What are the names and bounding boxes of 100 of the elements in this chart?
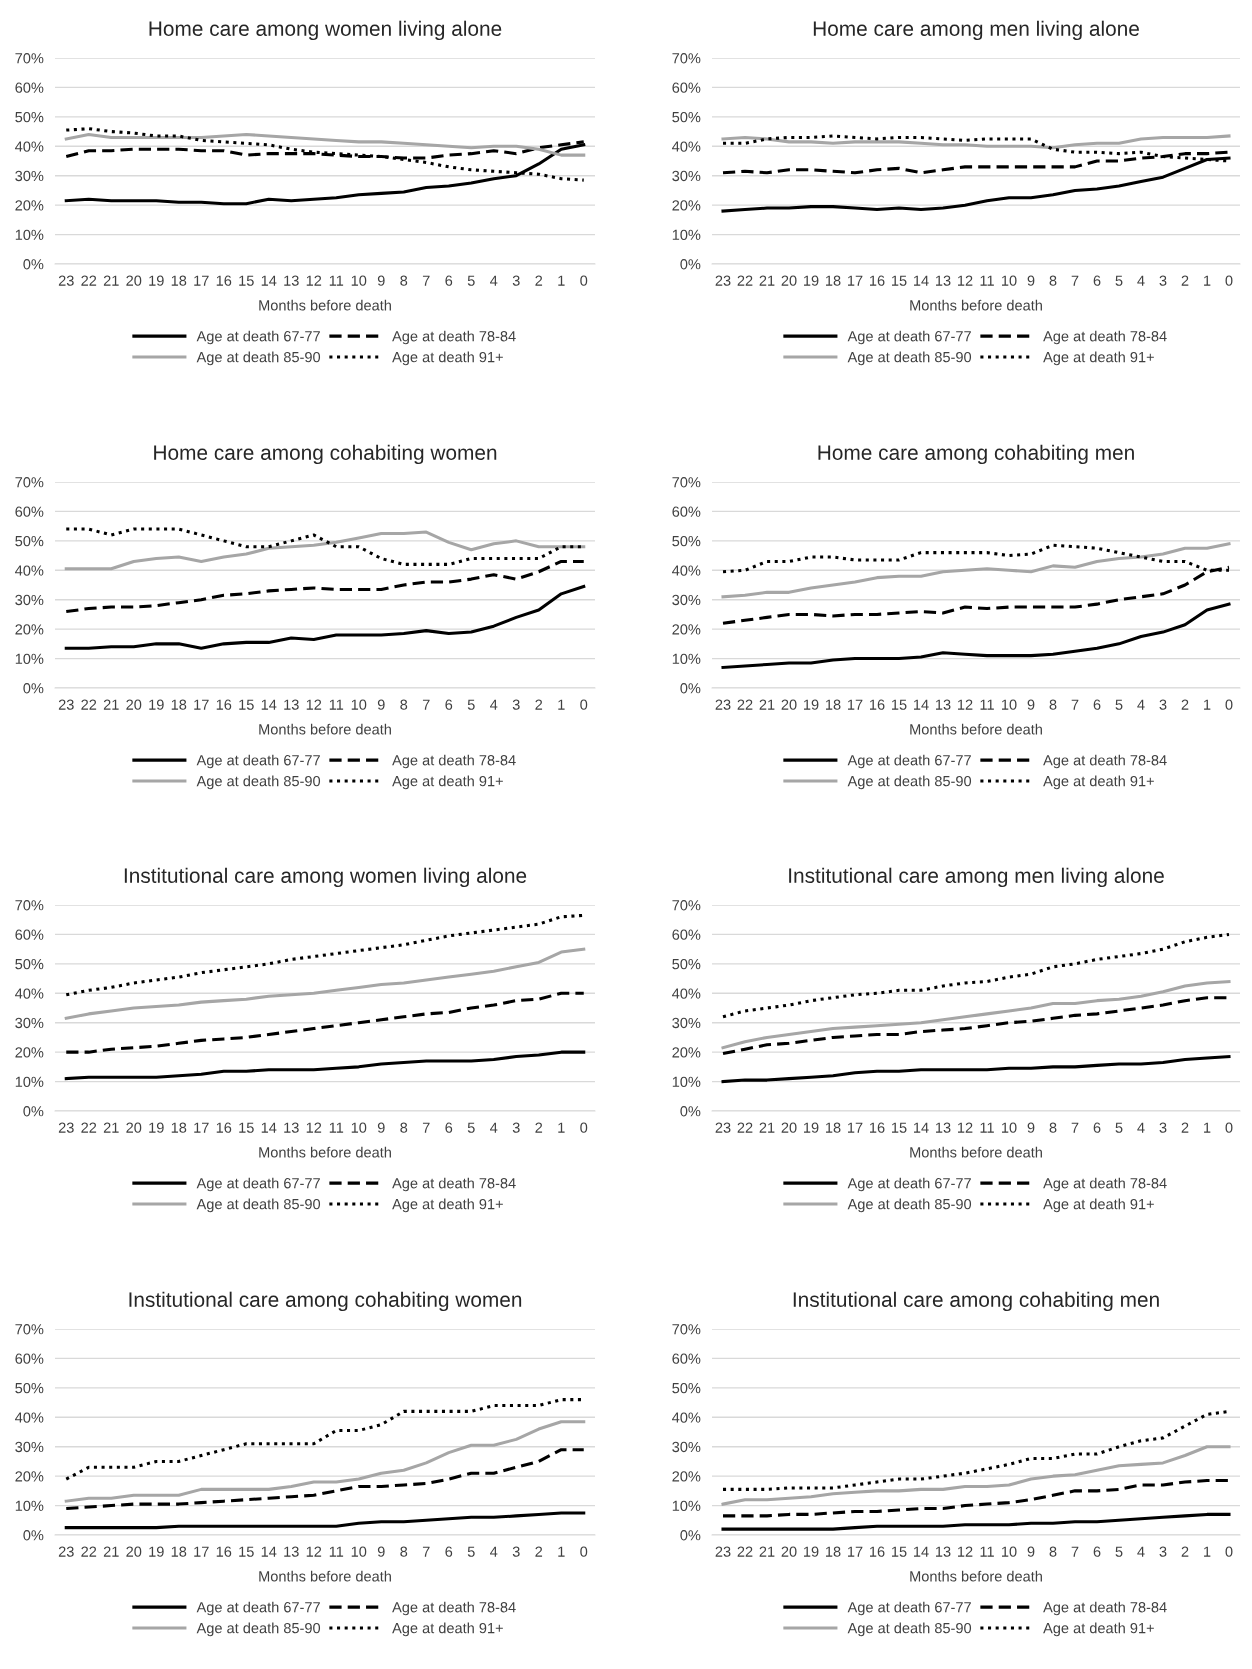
x-tick-label: 11	[329, 1122, 344, 1133]
x-tick-label: 17	[848, 275, 863, 286]
x-tick-label: 11	[980, 1122, 994, 1133]
chart-title: Institutional care among cohabiting women	[129, 1291, 522, 1312]
y-tick-label: 20%	[15, 624, 44, 635]
x-tick-label: 1	[1204, 275, 1211, 286]
y-tick-label: 60%	[15, 929, 44, 940]
x-tick-label: 23	[715, 275, 731, 286]
x-tick-label: 20	[126, 275, 142, 286]
legend-label: Age at death 91+	[392, 351, 503, 366]
x-tick-label: 3	[1159, 1122, 1167, 1133]
line-series	[64, 1511, 586, 1530]
x-tick-label: 18	[826, 275, 841, 286]
x-tick-label: 16	[870, 275, 885, 286]
y-tick-label: 60%	[672, 929, 701, 940]
y-tick-label: 0%	[680, 1530, 701, 1541]
y-tick-label: 10%	[15, 1500, 44, 1511]
x-tick-label: 7	[1071, 1122, 1079, 1133]
x-tick-label: 12	[958, 1122, 973, 1133]
y-tick-label: 0%	[23, 259, 44, 270]
y-tick-label: 30%	[672, 170, 701, 182]
x-tick-label: 2	[535, 1546, 543, 1557]
x-tick-label: 5	[467, 1122, 475, 1133]
x-tick-label: 3	[512, 275, 520, 286]
y-tick-label: 60%	[15, 82, 44, 93]
legend-label: Age at death 91+	[1043, 351, 1154, 366]
x-tick-label: 9	[377, 1546, 385, 1557]
y-tick-label: 10%	[15, 229, 44, 240]
x-tick-label: 6	[445, 699, 453, 710]
y-tick-label: 20%	[672, 1471, 701, 1482]
x-tick-label: 17	[194, 275, 209, 286]
y-tick-label: 20%	[15, 200, 44, 211]
x-tick-label: 2	[535, 1122, 543, 1133]
x-tick-label: 14	[914, 275, 929, 286]
y-tick-label: 40%	[15, 141, 44, 152]
x-tick-label: 0	[580, 699, 588, 710]
x-tick-label: 19	[149, 275, 164, 286]
line-series	[721, 1479, 1231, 1518]
chart-title: Home care among men living alone	[813, 20, 1139, 41]
chart-title: Home care among women living alone	[149, 20, 502, 41]
chart-title: Institutional care among women living alone	[124, 867, 527, 888]
legend-label: Age at death 78-84	[1043, 330, 1167, 345]
y-tick-label: 10%	[672, 653, 701, 664]
x-tick-label: 16	[870, 699, 885, 710]
x-tick-label: 19	[804, 275, 819, 286]
x-tick-label: 19	[804, 1546, 819, 1557]
x-tick-label: 6	[1093, 1122, 1101, 1133]
x-tick-label: 2	[1181, 275, 1189, 286]
x-tick-label: 19	[149, 699, 164, 710]
x-tick-label: 12	[306, 1122, 322, 1133]
x-tick-label: 13	[936, 275, 951, 286]
y-tick-label: 40%	[15, 565, 44, 576]
y-tick-label: 10%	[672, 1500, 701, 1511]
legend-label: Age at death 67-77	[196, 1601, 320, 1616]
x-tick-label: 6	[445, 275, 453, 286]
legend-label: Age at death 91+	[1043, 1198, 1154, 1213]
x-tick-label: 20	[781, 1122, 797, 1133]
y-tick-label: 20%	[672, 1047, 701, 1058]
y-tick-label: 50%	[672, 1382, 701, 1394]
x-tick-label: 9	[377, 275, 385, 286]
y-tick-label: 60%	[15, 506, 44, 517]
legend-label: Age at death 91+	[1043, 1622, 1154, 1637]
x-tick-label: 22	[737, 699, 753, 710]
x-axis-title: Months before death	[910, 1570, 1042, 1582]
x-tick-label: 8	[1049, 275, 1057, 286]
x-tick-label: 5	[467, 699, 475, 710]
x-tick-label: 21	[103, 1122, 119, 1133]
y-tick-label: 50%	[672, 535, 701, 547]
x-tick-label: 23	[58, 1122, 74, 1133]
line-series	[721, 602, 1231, 669]
legend-label: Age at death 85-90	[196, 351, 321, 366]
x-tick-label: 11	[980, 1546, 994, 1557]
x-tick-label: 11	[329, 275, 344, 286]
y-tick-label: 30%	[672, 1017, 701, 1029]
x-tick-label: 2	[1181, 1122, 1189, 1133]
y-tick-label: 50%	[15, 111, 44, 123]
line-series	[721, 1445, 1231, 1506]
x-tick-label: 22	[737, 1122, 753, 1133]
x-tick-label: 5	[467, 275, 475, 286]
y-tick-label: 70%	[15, 53, 44, 64]
x-tick-label: 15	[239, 699, 254, 710]
x-tick-label: 15	[892, 1546, 907, 1557]
x-axis-title: Months before death	[910, 1146, 1042, 1158]
y-tick-label: 0%	[23, 1530, 44, 1541]
x-tick-label: 5	[1115, 1546, 1123, 1557]
x-tick-label: 10	[1002, 699, 1017, 710]
legend-label: Age at death 78-84	[1043, 1601, 1167, 1616]
x-tick-label: 6	[1093, 699, 1101, 710]
x-tick-label: 8	[400, 1546, 408, 1557]
x-tick-label: 18	[171, 699, 187, 710]
x-tick-label: 11	[329, 699, 344, 710]
x-tick-label: 15	[239, 1546, 254, 1557]
x-tick-label: 17	[848, 699, 863, 710]
x-tick-label: 23	[715, 1122, 731, 1133]
line-series	[721, 1055, 1231, 1084]
x-tick-label: 18	[171, 1122, 187, 1133]
chart-title: Home care among cohabiting men	[818, 444, 1134, 465]
x-tick-label: 19	[149, 1122, 164, 1133]
x-tick-label: 2	[535, 275, 543, 286]
legend-label: Age at death 67-77	[847, 1177, 971, 1192]
